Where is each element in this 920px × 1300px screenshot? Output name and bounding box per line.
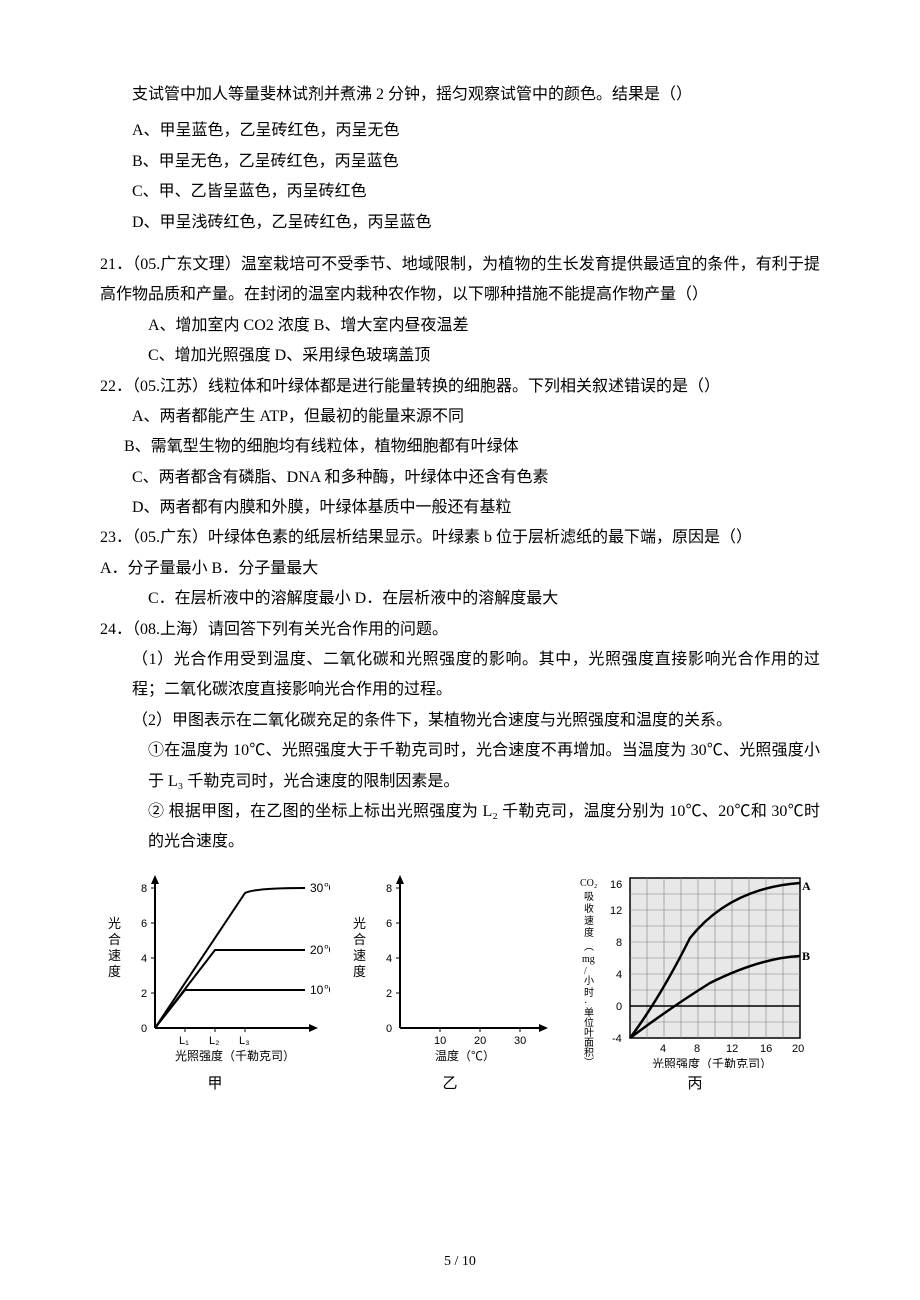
option-C: C、甲、乙皆呈蓝色，丙呈砖红色 (100, 177, 820, 207)
question-number: 22． (100, 378, 132, 395)
chart-yi-label: 乙 (442, 1072, 457, 1093)
q24-part2-sub2: ② 根据甲图，在乙图的坐标上标出光照强度为 L₂ 千勒克司，温度分别为 10℃、… (100, 797, 820, 858)
chart-yi-svg: 0 2 4 6 8 10 20 30 温度（℃） 光合速度 (345, 868, 555, 1068)
ylabel-char: 速 (108, 948, 121, 963)
question-number: 24． (100, 621, 132, 638)
ylabel-char: 光 (108, 916, 121, 931)
q23: 23．（05.广东）叶绿体色素的纸层析结果显示。叶绿素 b 位于层析滤纸的最下端… (100, 523, 820, 553)
xtick: L₁ (179, 1035, 189, 1047)
chart-bing-label: 丙 (687, 1072, 702, 1093)
q21: 21．（05.广东文理）温室栽培可不受季节、地域限制，为植物的生长发育提供最适宜… (100, 250, 820, 311)
q24-part1: （1）光合作用受到温度、二氧化碳和光照强度的影响。其中，光照强度直接影响光合作用… (100, 645, 820, 706)
option-D: D、甲呈浅砖红色，乙呈砖红色，丙呈蓝色 (100, 208, 820, 238)
chart-jia-svg: 0 2 4 6 8 L₁ L₂ L₃ (100, 868, 330, 1068)
ytick: 8 (141, 883, 147, 895)
chart-yi: 0 2 4 6 8 10 20 30 温度（℃） 光合速度 乙 (345, 868, 555, 1093)
xtick: 8 (694, 1043, 700, 1055)
ylabel-char: 度 (108, 964, 121, 979)
ytick: 4 (386, 953, 392, 965)
question-source: （05.广东文理） (132, 256, 241, 273)
svg-text:吸: 吸 (584, 892, 594, 903)
chart-jia: 0 2 4 6 8 L₁ L₂ L₃ (100, 868, 330, 1093)
q24-part2-sub1: ①在温度为 10℃、光照强度大于千勒克司时，光合速度不再增加。当温度为 30℃、… (100, 736, 820, 797)
svg-text:度: 度 (584, 926, 594, 939)
ytick: 0 (141, 1023, 147, 1035)
svg-text:CO₂: CO₂ (580, 878, 597, 889)
q22-option-B: B、需氧型生物的细胞均有线粒体，植物细胞都有叶绿体 (100, 432, 820, 462)
xtick: 4 (660, 1043, 666, 1055)
q20-continuation: 支试管中加人等量斐林试剂并煮沸 2 分钟，摇匀观察试管中的颜色。结果是（） (100, 80, 820, 110)
ytick: 6 (386, 918, 392, 930)
q24: 24．（08.上海）请回答下列有关光合作用的问题。 (100, 615, 820, 645)
page-number: 5 / 10 (0, 1254, 920, 1270)
curve-label: 20℃ (310, 943, 330, 957)
curve-label: 10℃ (310, 983, 330, 997)
ylabel-char: 光 (353, 916, 366, 931)
q24-part2: （2）甲图表示在二氧化碳充足的条件下，某植物光合速度与光照强度和温度的关系。 (100, 706, 820, 736)
svg-text:mg: mg (582, 954, 595, 965)
q22-option-A: A、两者都能产生 ATP，但最初的能量来源不同 (100, 402, 820, 432)
svg-text:速: 速 (584, 915, 594, 927)
question-number: 21． (100, 256, 132, 273)
ytick: 0 (616, 1001, 622, 1013)
xlabel: 光照强度（千勒克司） (175, 1048, 295, 1063)
option-A: A、甲呈蓝色，乙呈砖红色，丙呈无色 (100, 116, 820, 146)
svg-text:小: 小 (584, 975, 594, 987)
ylabel-char: 速 (353, 948, 366, 963)
question-source: （08.上海） (132, 621, 208, 638)
chart-bing: -4 0 4 8 12 16 4 8 12 16 20 (570, 868, 820, 1093)
ytick: 4 (141, 953, 147, 965)
ytick: 0 (386, 1023, 392, 1035)
xtick: L₂ (209, 1035, 219, 1047)
ylabel-char: 合 (353, 932, 366, 947)
xtick: L₃ (239, 1035, 250, 1047)
ytick: 16 (610, 879, 622, 891)
xtick: 10 (434, 1035, 446, 1047)
xtick: 16 (760, 1043, 772, 1055)
xlabel: 温度（℃） (435, 1048, 495, 1063)
curve-label: 30℃ (310, 881, 330, 895)
ytick: 8 (386, 883, 392, 895)
chart-bing-svg: -4 0 4 8 12 16 4 8 12 16 20 (570, 868, 820, 1068)
xtick: 20 (474, 1035, 486, 1047)
ytick: 2 (386, 988, 392, 1000)
ytick: -4 (612, 1033, 622, 1045)
ytick: 8 (616, 937, 622, 949)
ylabel-char: 合 (108, 932, 121, 947)
q23-options-CD: C．在层析液中的溶解度最小 D．在层析液中的溶解度最大 (100, 584, 820, 614)
xtick: 30 (514, 1035, 526, 1047)
curve-B-label: B (802, 949, 810, 963)
q21-options-AB: A、增加室内 CO2 浓度 B、增大室内昼夜温差 (100, 311, 820, 341)
xtick: 12 (726, 1043, 738, 1055)
question-text: 请回答下列有关光合作用的问题。 (208, 621, 448, 638)
svg-text:收: 收 (584, 902, 594, 915)
q22-option-C: C、两者都含有磷脂、DNA 和多种酶，叶绿体中还含有色素 (100, 463, 820, 493)
xlabel: 光照强度（千勒克司） (652, 1056, 772, 1068)
document-page: 支试管中加人等量斐林试剂并煮沸 2 分钟，摇匀观察试管中的颜色。结果是（） A、… (0, 0, 920, 1300)
q20-options: A、甲呈蓝色，乙呈砖红色，丙呈无色 B、甲呈无色，乙呈砖红色，丙呈蓝色 C、甲、… (100, 116, 820, 238)
ytick: 4 (616, 969, 622, 981)
question-source: （05.江苏） (132, 378, 208, 395)
question-source: （05.广东） (132, 529, 208, 546)
option-B: B、甲呈无色，乙呈砖红色，丙呈蓝色 (100, 147, 820, 177)
chart-jia-label: 甲 (207, 1072, 222, 1093)
charts-row: 0 2 4 6 8 L₁ L₂ L₃ (100, 868, 820, 1093)
svg-text:︶: ︶ (584, 1057, 594, 1068)
ytick: 6 (141, 918, 147, 930)
q22: 22．（05.江苏）线粒体和叶绿体都是进行能量转换的细胞器。下列相关叙述错误的是… (100, 372, 820, 402)
question-number: 23． (100, 529, 132, 546)
q22-option-D: D、两者都有内膜和外膜，叶绿体基质中一般还有基粒 (100, 493, 820, 523)
curve-A-label: A (802, 879, 811, 893)
question-text: 叶绿体色素的纸层析结果显示。叶绿素 b 位于层析滤纸的最下端，原因是（） (208, 529, 752, 546)
q23-options-AB: A．分子量最小 B．分子量最大 (100, 554, 820, 584)
q21-options-CD: C、增加光照强度 D、采用绿色玻璃盖顶 (100, 341, 820, 371)
xtick: 20 (792, 1043, 804, 1055)
question-text: 线粒体和叶绿体都是进行能量转换的细胞器。下列相关叙述错误的是（） (208, 378, 720, 395)
ytick: 12 (610, 905, 622, 917)
ylabel-char: 度 (353, 964, 366, 979)
svg-text:︵: ︵ (584, 942, 594, 953)
ytick: 2 (141, 988, 147, 1000)
